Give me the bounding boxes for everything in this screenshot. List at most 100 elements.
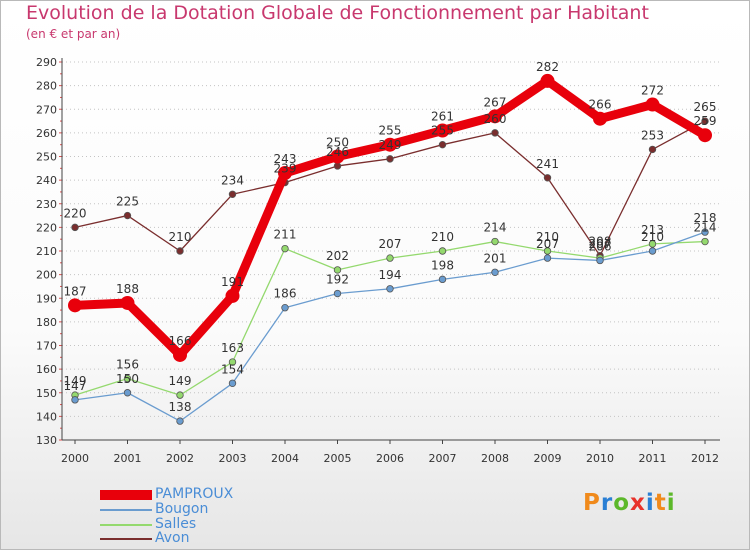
data-point-pamproux [435, 123, 450, 138]
data-point-salles [386, 254, 394, 262]
legend-swatch [100, 524, 152, 526]
y-tick-label: 210 [36, 245, 57, 258]
data-label-pamproux: 282 [536, 60, 559, 74]
data-label-avon: 249 [379, 138, 402, 152]
data-label-salles: 214 [694, 221, 717, 235]
data-label-bougon: 207 [536, 237, 559, 251]
data-label-pamproux: 191 [221, 275, 244, 289]
data-point-pamproux [120, 295, 135, 310]
data-label-bougon: 210 [641, 230, 664, 244]
y-tick-label: 130 [36, 434, 57, 447]
data-label-avon: 265 [694, 100, 717, 114]
x-tick-label: 2004 [271, 452, 299, 465]
logo-letter: t [654, 490, 667, 516]
data-label-pamproux: 272 [641, 84, 664, 98]
data-point-bougon [491, 268, 499, 276]
y-tick-label: 190 [36, 292, 57, 305]
data-label-avon: 255 [431, 124, 454, 138]
data-label-pamproux: 261 [431, 110, 454, 124]
x-tick-label: 2000 [61, 452, 89, 465]
data-point-avon [386, 155, 394, 163]
data-point-bougon [176, 417, 184, 425]
data-label-bougon: 194 [379, 268, 402, 282]
legend-swatch [100, 538, 152, 540]
data-label-salles: 207 [379, 237, 402, 251]
x-tick-label: 2010 [586, 452, 614, 465]
data-point-bougon [386, 285, 394, 293]
data-point-pamproux [593, 111, 607, 126]
y-tick-label: 270 [36, 103, 57, 116]
legend-swatch [100, 490, 152, 500]
data-point-avon [228, 190, 237, 198]
chart-title: Evolution de la Dotation Globale de Fonc… [26, 2, 649, 24]
data-label-avon: 225 [116, 195, 139, 209]
data-point-salles [648, 240, 657, 248]
data-point-pamproux [698, 128, 712, 143]
data-label-salles: 202 [326, 249, 349, 263]
proxiti-logo: Proxiti [583, 490, 676, 516]
data-point-pamproux [278, 166, 292, 181]
y-tick-label: 290 [36, 56, 57, 69]
data-point-salles [228, 358, 237, 366]
x-tick-label: 2005 [324, 452, 352, 465]
logo-letter: o [613, 490, 631, 516]
logo-letter: r [600, 490, 614, 516]
data-point-pamproux [645, 97, 660, 112]
data-label-salles: 149 [64, 374, 87, 388]
y-tick-label: 230 [36, 198, 57, 211]
x-tick-label: 2011 [639, 452, 667, 465]
data-point-avon [701, 117, 709, 125]
x-tick-label: 2006 [376, 452, 404, 465]
data-point-avon [543, 174, 552, 182]
data-label-pamproux: 187 [64, 284, 87, 298]
data-point-avon [648, 145, 657, 154]
x-tick-label: 2009 [534, 452, 562, 465]
data-point-salles [281, 244, 289, 253]
data-label-pamproux: 243 [274, 152, 297, 166]
data-label-avon: 210 [169, 230, 192, 244]
logo-letter: i [666, 490, 676, 516]
data-point-bougon [648, 247, 657, 255]
legend-label: PAMPROUX [155, 486, 234, 502]
data-point-bougon [281, 304, 289, 312]
data-point-avon [176, 247, 184, 255]
y-tick-label: 140 [36, 410, 57, 423]
data-point-bougon [123, 389, 132, 397]
data-point-pamproux [225, 288, 240, 303]
data-label-avon: 220 [64, 206, 87, 220]
data-label-avon: 260 [484, 112, 507, 126]
y-tick-label: 160 [36, 363, 57, 376]
data-point-salles [176, 391, 184, 399]
data-point-avon [333, 162, 342, 170]
legend-swatch [100, 509, 152, 511]
y-tick-label: 240 [36, 174, 57, 187]
data-label-salles: 211 [274, 228, 297, 242]
data-label-salles: 149 [169, 374, 192, 388]
series-line-salles [74, 240, 706, 396]
y-tick-label: 260 [36, 127, 57, 140]
data-point-salles [333, 266, 342, 274]
data-point-salles [123, 374, 132, 383]
series-line-pamproux [70, 76, 710, 360]
data-point-bougon [228, 379, 237, 387]
data-point-pamproux [330, 149, 345, 164]
data-label-salles: 210 [536, 230, 559, 244]
data-point-salles [543, 247, 552, 255]
data-label-avon: 208 [589, 235, 612, 249]
data-label-pamproux: 255 [379, 124, 402, 138]
y-tick-label: 250 [36, 151, 57, 164]
x-tick-label: 2012 [691, 452, 719, 465]
data-label-pamproux: 250 [326, 136, 349, 150]
y-tick-label: 200 [36, 269, 57, 282]
data-label-avon: 241 [536, 157, 559, 171]
data-label-salles: 214 [484, 221, 507, 235]
data-label-bougon: 147 [64, 379, 87, 393]
data-label-bougon: 154 [221, 362, 244, 376]
data-label-avon: 253 [641, 128, 664, 142]
data-point-pamproux [68, 298, 82, 313]
data-label-avon: 246 [326, 145, 349, 159]
x-tick-label: 2008 [481, 452, 509, 465]
data-label-bougon: 218 [694, 211, 717, 225]
data-point-bougon [71, 396, 79, 404]
